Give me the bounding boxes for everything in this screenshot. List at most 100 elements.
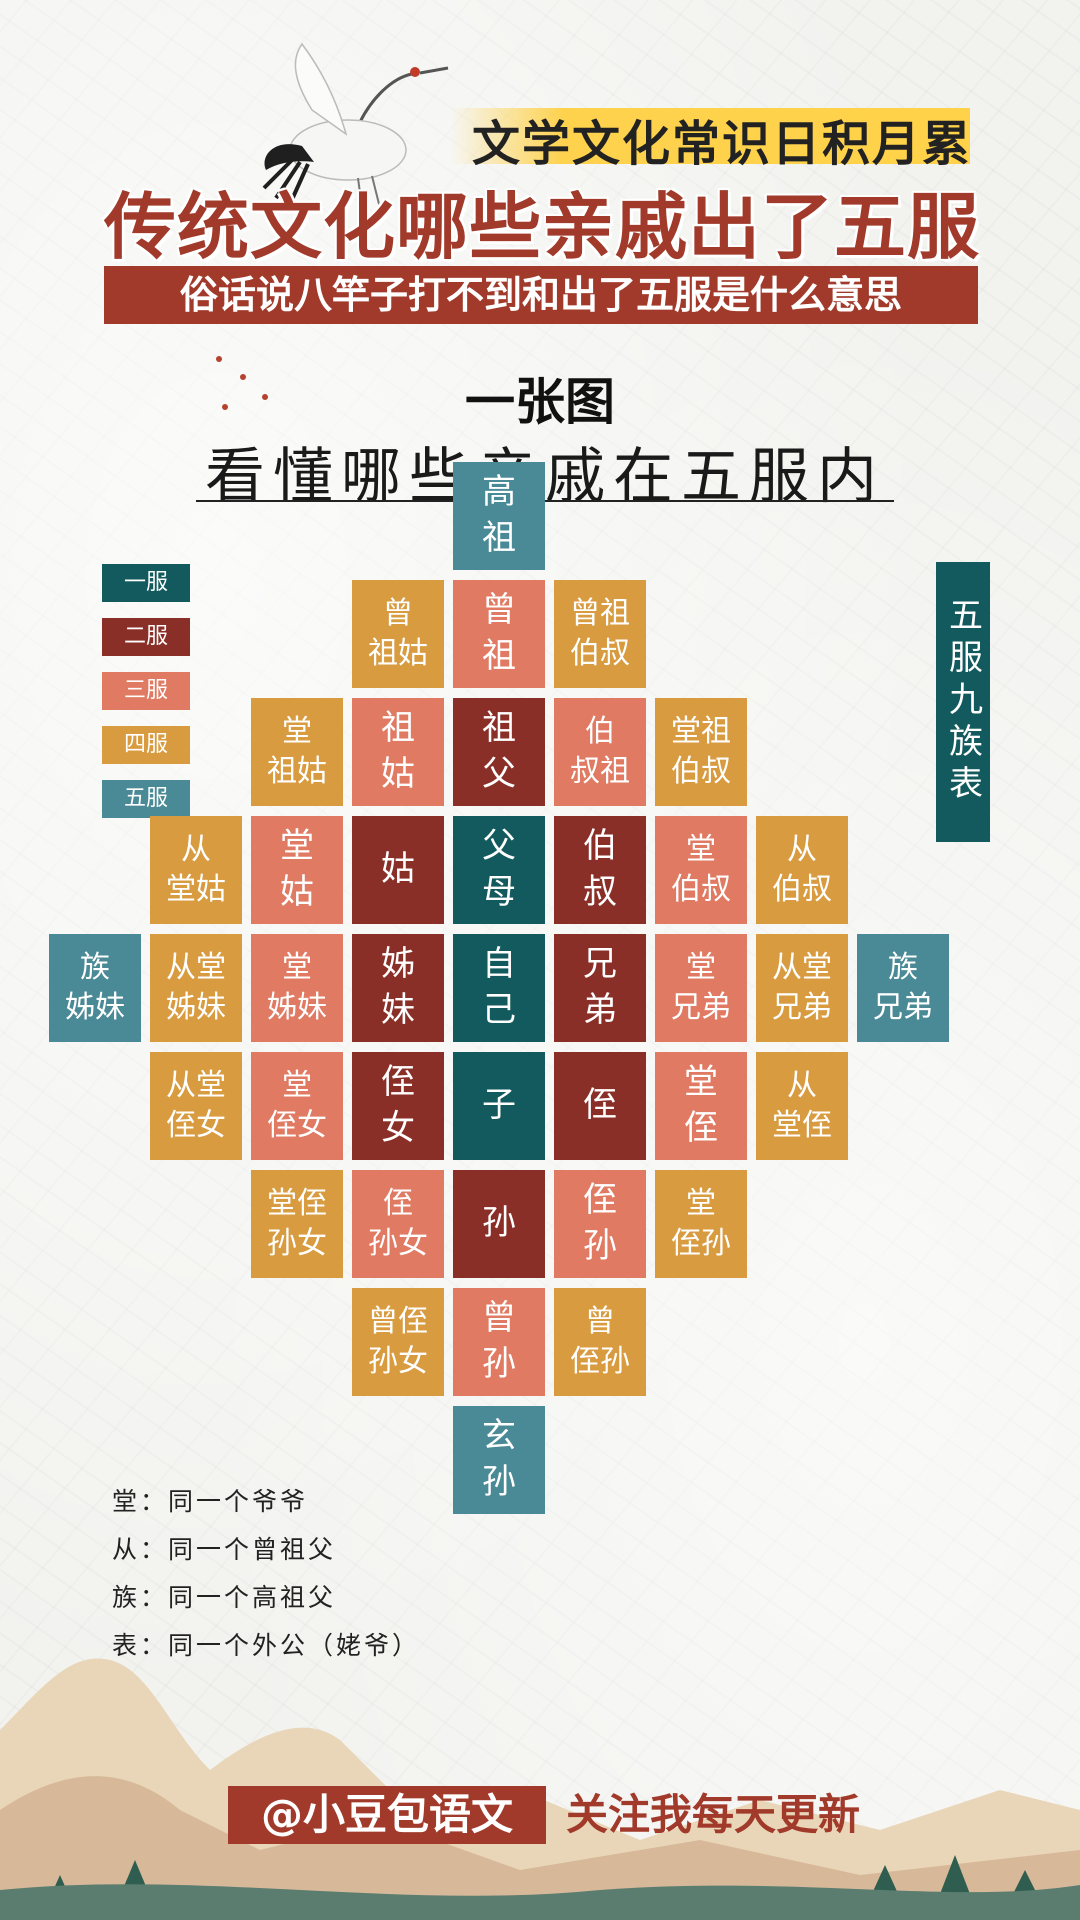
- kinship-cell-label: 高 祖: [482, 472, 516, 558]
- kinship-cell: 侄 孙女: [352, 1170, 444, 1278]
- legend-level-3: 三服: [102, 672, 190, 710]
- kinship-cell: 堂 兄弟: [655, 934, 747, 1042]
- decor-dot: [240, 374, 246, 380]
- kinship-cell: 曾祖 伯叔: [554, 580, 646, 688]
- crane-illustration: [262, 42, 449, 208]
- kinship-cell: 堂 姑: [251, 816, 343, 924]
- kinship-cell: 从 堂姑: [150, 816, 242, 924]
- kinship-cell-label: 从堂 姊妹: [166, 949, 226, 1026]
- kinship-cell: 曾 祖姑: [352, 580, 444, 688]
- kinship-cell: 曾侄 孙女: [352, 1288, 444, 1396]
- kinship-cell: 侄 孙: [554, 1170, 646, 1278]
- kinship-cell: 子: [453, 1052, 545, 1160]
- footer-follow-text: 关注我每天更新: [566, 1790, 861, 1839]
- kinship-cell-label: 堂 祖姑: [267, 713, 327, 790]
- caption-main: 一张图: [465, 373, 615, 431]
- kinship-cell-label: 侄: [583, 1085, 617, 1126]
- page-title: 传统文化哪些亲戚出了五服: [104, 185, 981, 269]
- tagline-highlight: [450, 108, 970, 164]
- kinship-cell-label: 堂侄 孙女: [267, 1185, 327, 1262]
- footer-handle[interactable]: @小豆包语文: [260, 1790, 513, 1839]
- kinship-cell-label: 从堂 侄女: [166, 1067, 226, 1144]
- table-title: 五服九族表: [936, 562, 990, 842]
- kinship-cell-label: 祖 父: [482, 708, 516, 794]
- kinship-cell-label: 堂 兄弟: [671, 949, 731, 1026]
- kinship-cell: 侄 女: [352, 1052, 444, 1160]
- kinship-cell: 祖 姑: [352, 698, 444, 806]
- kinship-cell-label: 从堂 兄弟: [772, 949, 832, 1026]
- kinship-cell-label: 曾 孙: [482, 1298, 516, 1384]
- caption-underline: [196, 500, 894, 502]
- kinship-cell-label: 兄 弟: [583, 944, 617, 1030]
- kinship-cell: 堂 伯叔: [655, 816, 747, 924]
- note-item: 从：同一个曾祖父: [112, 1535, 337, 1564]
- decor-dot: [222, 404, 228, 410]
- kinship-cell: 从 伯叔: [756, 816, 848, 924]
- notes-section: 堂：同一个爷爷 从：同一个曾祖父 族：同一个高祖父 表：同一个外公（姥爷）: [112, 1478, 420, 1670]
- kinship-cell: 姑: [352, 816, 444, 924]
- kinship-cell: 族 兄弟: [857, 934, 949, 1042]
- kinship-cell-label: 从 堂姑: [166, 831, 226, 908]
- kinship-cell: 兄 弟: [554, 934, 646, 1042]
- kinship-cell-label: 堂 侄女: [267, 1067, 327, 1144]
- kinship-cell: 从堂 兄弟: [756, 934, 848, 1042]
- kinship-cell: 玄 孙: [453, 1406, 545, 1514]
- kinship-cell: 从堂 姊妹: [150, 934, 242, 1042]
- kinship-cell-label: 从 堂侄: [772, 1067, 832, 1144]
- legend-level-1: 一服: [102, 564, 190, 602]
- kinship-cell-label: 曾侄 孙女: [368, 1303, 428, 1380]
- kinship-cell: 堂祖 伯叔: [655, 698, 747, 806]
- kinship-cell: 曾 祖: [453, 580, 545, 688]
- kinship-cell: 堂 侄孙: [655, 1170, 747, 1278]
- note-item: 族：同一个高祖父: [112, 1583, 337, 1612]
- kinship-cell: 伯 叔祖: [554, 698, 646, 806]
- kinship-cell: 堂侄 孙女: [251, 1170, 343, 1278]
- kinship-cell-label: 伯 叔: [583, 826, 617, 912]
- kinship-cell: 自 己: [453, 934, 545, 1042]
- kinship-cell: 姊 妹: [352, 934, 444, 1042]
- kinship-cell-label: 父 母: [482, 826, 516, 912]
- kinship-cell-label: 孙: [482, 1203, 516, 1244]
- kinship-cell-label: 堂 伯叔: [671, 831, 731, 908]
- kinship-cell: 从堂 侄女: [150, 1052, 242, 1160]
- note-item: 堂：同一个爷爷: [112, 1487, 309, 1516]
- kinship-cell: 曾 孙: [453, 1288, 545, 1396]
- kinship-cell-label: 子: [482, 1085, 516, 1126]
- kinship-cell-label: 姑: [381, 849, 415, 890]
- kinship-cell: 从 堂侄: [756, 1052, 848, 1160]
- kinship-cell: 堂 祖姑: [251, 698, 343, 806]
- kinship-cell: 伯 叔: [554, 816, 646, 924]
- kinship-cell: 侄: [554, 1052, 646, 1160]
- kinship-cell-label: 堂 姑: [280, 826, 314, 912]
- kinship-cell: 曾 侄孙: [554, 1288, 646, 1396]
- kinship-cell: 高 祖: [453, 462, 545, 570]
- tagline: 文学文化常识日积月累: [471, 116, 972, 172]
- kinship-cell-label: 堂 侄: [684, 1062, 718, 1148]
- kinship-cell: 堂 侄女: [251, 1052, 343, 1160]
- kinship-cell-label: 族 兄弟: [873, 949, 933, 1026]
- kinship-cell-label: 曾 祖: [482, 590, 516, 676]
- kinship-cell-label: 堂 姊妹: [267, 949, 327, 1026]
- kinship-cell-label: 族 姊妹: [65, 949, 125, 1026]
- kinship-cell: 孙: [453, 1170, 545, 1278]
- kinship-cell: 堂 姊妹: [251, 934, 343, 1042]
- kinship-cell-label: 姊 妹: [381, 944, 415, 1030]
- kinship-cell-label: 从 伯叔: [772, 831, 832, 908]
- kinship-cell-label: 侄 孙女: [368, 1185, 428, 1262]
- kinship-cell-label: 堂祖 伯叔: [671, 713, 731, 790]
- subtitle: 俗话说八竿子打不到和出了五服是什么意思: [179, 273, 902, 317]
- kinship-cell-label: 曾 祖姑: [368, 595, 428, 672]
- kinship-cell-label: 自 己: [482, 944, 516, 1030]
- kinship-cell-label: 玄 孙: [482, 1416, 516, 1502]
- decor-dot: [216, 356, 222, 362]
- kinship-cell-label: 伯 叔祖: [570, 713, 630, 790]
- kinship-cell: 族 姊妹: [49, 934, 141, 1042]
- kinship-cell-label: 祖 姑: [381, 708, 415, 794]
- kinship-cell: 堂 侄: [655, 1052, 747, 1160]
- legend-level-2: 二服: [102, 618, 190, 656]
- kinship-cell-label: 曾 侄孙: [570, 1303, 630, 1380]
- legend-level-5: 五服: [102, 780, 190, 818]
- mountain-illustration: [0, 1658, 1080, 1920]
- kinship-cell-label: 曾祖 伯叔: [570, 595, 630, 672]
- subtitle-banner: [104, 266, 978, 324]
